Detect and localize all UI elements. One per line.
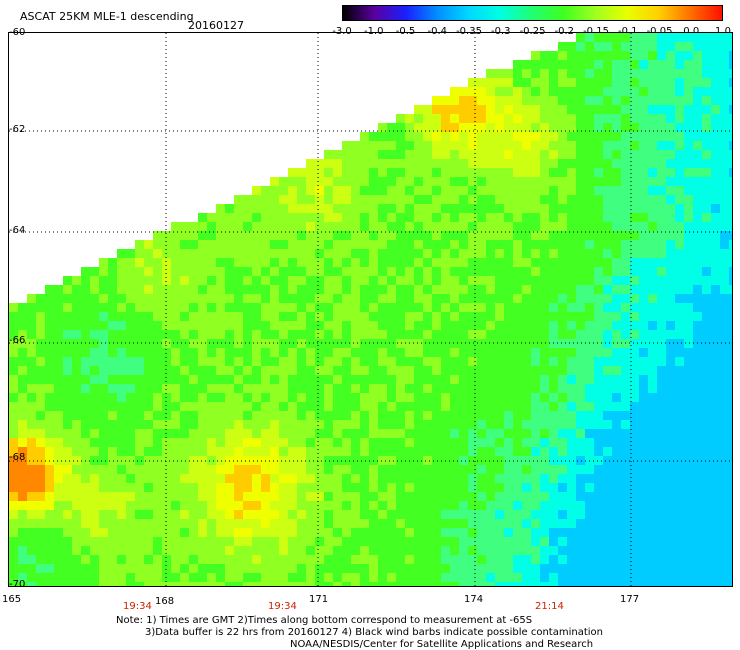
lat-label: -66 [9, 335, 26, 346]
color-scale-tick-label: -0.25 [519, 26, 546, 37]
lat-label: -68 [9, 452, 26, 463]
color-scale-tick-label: -3.0 [332, 26, 352, 37]
color-scale-tick-label: -0.2 [554, 26, 575, 37]
color-scale-tick-label: -0.3 [490, 26, 511, 37]
color-scale-tick-label: -0.1 [617, 26, 638, 37]
color-scale-tick-label: -0.4 [427, 26, 448, 37]
lon-label: 177 [620, 594, 640, 605]
lat-label: -60 [9, 27, 26, 38]
time-label: 21:14 [535, 601, 564, 612]
color-scale-tick-label: -0.15 [583, 26, 609, 37]
note-line-2: 3)Data buffer is 22 hrs from 20160127 4)… [145, 627, 603, 638]
time-label: 19:34 [123, 601, 152, 612]
product-title: ASCAT 25KM MLE-1 descending [20, 10, 194, 23]
time-label: 19:34 [268, 601, 297, 612]
color-scale-tick-label: -0.35 [456, 26, 482, 37]
lat-label: -62 [9, 124, 26, 135]
product-date: 20160127 [188, 19, 244, 32]
color-scale-tick-label: 0.0 [683, 26, 700, 37]
lon-label: 165 [2, 594, 22, 605]
data-field [9, 33, 732, 586]
lat-label: -64 [9, 225, 26, 236]
map-panel [8, 32, 733, 587]
color-scale-tick-label: 1.0 [715, 26, 731, 37]
color-scale-tick-label: -0.05 [646, 26, 673, 37]
color-scale-bar [342, 5, 723, 21]
lon-label: 171 [309, 594, 329, 605]
color-scale-tick-label: -1.0 [363, 26, 384, 37]
lon-label: 168 [155, 596, 175, 607]
lat-label: -70 [9, 579, 26, 590]
note-line-3: NOAA/NESDIS/Center for Satellite Applica… [290, 639, 594, 650]
color-scale-tick-label: -0.5 [395, 26, 416, 37]
lon-label: 174 [464, 594, 484, 605]
note-line-1: Note: 1) Times are GMT 2)Times along bot… [116, 615, 533, 626]
